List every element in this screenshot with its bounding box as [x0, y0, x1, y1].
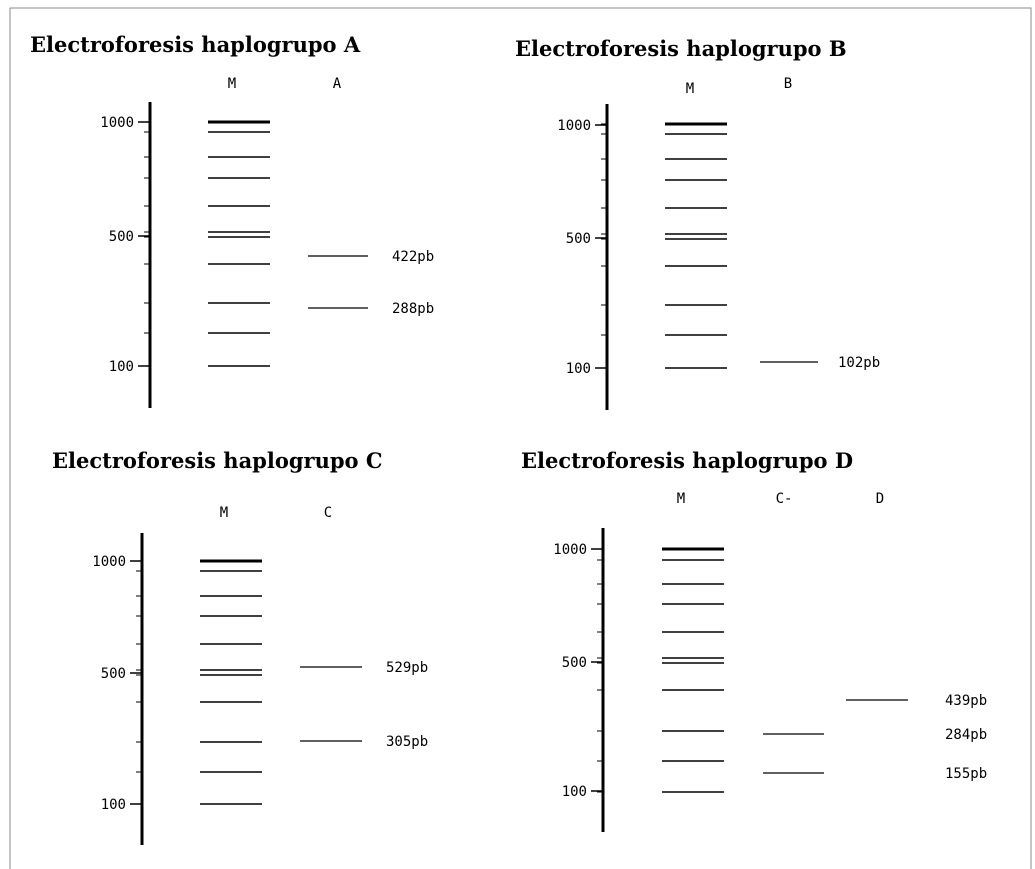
- lane-label: A: [333, 76, 342, 92]
- lane-label: M: [677, 491, 685, 507]
- tick-label: 500: [566, 231, 591, 247]
- tick-label: 100: [101, 797, 126, 813]
- band-label: 155pb: [945, 766, 987, 782]
- tick-label: 1000: [100, 115, 134, 131]
- band-label: 102pb: [838, 355, 880, 371]
- tick-label: 500: [109, 229, 134, 245]
- page: Electroforesis haplogrupo A 1000 500 100 M A 4…: [0, 0, 1035, 869]
- panel-title: Electroforesis haplogrupo D: [521, 448, 853, 473]
- lane-label: D: [876, 491, 884, 507]
- lane-label: C: [324, 505, 332, 521]
- lane-label: M: [686, 81, 694, 97]
- lane-label: M: [228, 76, 236, 92]
- panel-title: Electroforesis haplogrupo A: [30, 32, 361, 57]
- lane-label: M: [220, 505, 228, 521]
- band-label: 305pb: [386, 734, 428, 750]
- lane-label: B: [784, 76, 792, 92]
- frame: [10, 8, 1031, 869]
- tick-label: 500: [562, 655, 587, 671]
- band-label: 439pb: [945, 693, 987, 709]
- tick-label: 100: [562, 784, 587, 800]
- band-label: 288pb: [392, 301, 434, 317]
- tick-label: 100: [566, 361, 591, 377]
- tick-label: 500: [101, 666, 126, 682]
- panel-title: Electroforesis haplogrupo B: [515, 36, 847, 61]
- panel-title: Electroforesis haplogrupo C: [52, 448, 383, 473]
- band-label: 284pb: [945, 727, 987, 743]
- tick-label: 1000: [557, 118, 591, 134]
- tick-label: 100: [109, 359, 134, 375]
- tick-label: 1000: [553, 542, 587, 558]
- band-label: 422pb: [392, 249, 434, 265]
- tick-label: 1000: [92, 554, 126, 570]
- lane-label: C-: [776, 491, 793, 507]
- band-label: 529pb: [386, 660, 428, 676]
